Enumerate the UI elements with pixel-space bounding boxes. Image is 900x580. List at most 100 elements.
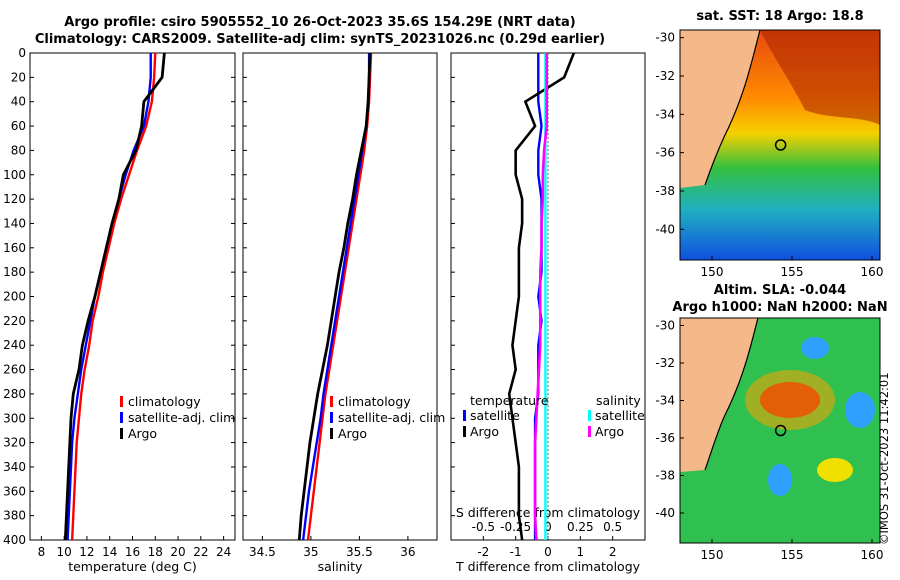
lon-tick-label: 160 bbox=[861, 265, 884, 279]
sla-map-axes: -30 -32 -34 -36 -38 -40 150 155 160 bbox=[655, 319, 883, 563]
lat-tick-label: -36 bbox=[655, 431, 675, 445]
y-tick-label: 180 bbox=[3, 265, 26, 279]
lat-tick-label: -32 bbox=[655, 356, 675, 370]
s-tick-label: 0 bbox=[544, 520, 552, 534]
legend-title-salinity: salinity bbox=[596, 393, 641, 408]
x-tick-label-temperature: 18 bbox=[148, 545, 163, 559]
lat-tick-label: -38 bbox=[655, 469, 675, 483]
legend-swatch-0 bbox=[463, 410, 466, 421]
lon-tick-label: 155 bbox=[781, 548, 804, 562]
lon-tick-label: 155 bbox=[781, 265, 804, 279]
y-tick-label: 100 bbox=[3, 168, 26, 182]
lat-tick-label: -36 bbox=[655, 146, 675, 160]
sst-argo-position-marker bbox=[774, 139, 787, 151]
y-tick-label: 0 bbox=[18, 46, 26, 60]
legend-label-temperature-1: satellite-adj. clim bbox=[128, 410, 235, 425]
y-tick-label: 320 bbox=[3, 436, 26, 450]
temperature-plot: 0 20 40 60 80 100 120 140 160 180 200 220 240 260 280 3… bbox=[3, 46, 236, 574]
lon-tick-label: 150 bbox=[701, 265, 724, 279]
x-tick-label-temperature: 12 bbox=[79, 545, 94, 559]
sla-map-title-line1: Altim. SLA: -0.044 bbox=[713, 283, 847, 298]
y-tick-label: 240 bbox=[3, 338, 26, 352]
x-tick-label-temperature: 8 bbox=[38, 545, 46, 559]
sst-map-title: sat. SST: 18 Argo: 18.8 bbox=[696, 9, 864, 24]
y-tick-label: 360 bbox=[3, 484, 26, 498]
legend-label-temperature-2: Argo bbox=[128, 426, 157, 441]
series-line-climatology bbox=[306, 52, 373, 541]
lat-tick-label: -30 bbox=[655, 31, 675, 45]
difference-plot: -2 -1 0 1 2T difference from climatology -0.5… bbox=[450, 52, 646, 574]
salinity-plot: 34.5 35 35.5 36 salinity climatologysatellite… bbox=[242, 52, 445, 574]
sla-argo-position-marker bbox=[774, 424, 787, 437]
sst-map-frame bbox=[679, 29, 881, 261]
x-tick-label-difference: -2 bbox=[477, 545, 489, 559]
x-tick-label-temperature: 24 bbox=[216, 545, 231, 559]
y-tick-label: 380 bbox=[3, 509, 26, 523]
legend-swatch-temperature-1 bbox=[120, 412, 123, 423]
lat-tick-label: -34 bbox=[655, 394, 675, 408]
x-tick-label-difference: -1 bbox=[510, 545, 522, 559]
x-tick-label-temperature: 20 bbox=[170, 545, 185, 559]
s-tick-label: 0.5 bbox=[603, 520, 622, 534]
series-line-argo bbox=[63, 52, 166, 541]
y-tick-label: 280 bbox=[3, 387, 26, 401]
y-tick-label: 400 bbox=[3, 533, 26, 547]
x-tick-label-temperature: 16 bbox=[125, 545, 140, 559]
lon-tick-label: 160 bbox=[861, 548, 884, 562]
legend-swatch-3 bbox=[588, 426, 591, 437]
x-tick-label-temperature: 14 bbox=[102, 545, 117, 559]
lat-tick-label: -38 bbox=[655, 184, 675, 198]
lat-tick-label: -40 bbox=[655, 506, 675, 520]
figure-title-line2: Climatology: CARS2009. Satellite-adj cli… bbox=[34, 32, 606, 47]
sla-positive-band bbox=[817, 458, 853, 482]
y-tick-label: 80 bbox=[11, 143, 26, 157]
s-tick-label: -0.5 bbox=[472, 520, 495, 534]
y-tick-label: 260 bbox=[3, 363, 26, 377]
legend-swatch-salinity-1 bbox=[330, 412, 333, 423]
lon-tick-label: 150 bbox=[701, 548, 724, 562]
legend-swatch-1 bbox=[463, 426, 466, 437]
legend-label-salinity-2: Argo bbox=[338, 426, 367, 441]
x-tick-label-difference: 2 bbox=[609, 545, 617, 559]
y-tick-label: 40 bbox=[11, 95, 26, 109]
y-tick-label: 300 bbox=[3, 411, 26, 425]
sla-map: -30 -32 -34 -36 -38 -40 150 155 160 bbox=[655, 317, 883, 563]
x-tick-label-salinity: 35.5 bbox=[346, 545, 373, 559]
legend-swatch-temperature-0 bbox=[120, 396, 123, 407]
legend-label-temperature-0: climatology bbox=[128, 394, 201, 409]
sst-land bbox=[680, 30, 760, 188]
x-tick-label-salinity: 35 bbox=[303, 545, 318, 559]
sst-map: -30 -32 -34 -36 -38 -40 150 155 160 bbox=[655, 29, 883, 279]
legend-label-salinity-0: climatology bbox=[338, 394, 411, 409]
y-tick-label: 220 bbox=[3, 314, 26, 328]
sla-coastline bbox=[704, 318, 759, 471]
y-tick-label: 140 bbox=[3, 216, 26, 230]
x-axis-label-difference: T difference from climatology bbox=[455, 559, 641, 574]
y-tick-label: 20 bbox=[11, 70, 26, 84]
sla-land bbox=[680, 318, 758, 472]
lat-tick-label: -40 bbox=[655, 222, 675, 236]
y-tick-label: 60 bbox=[11, 119, 26, 133]
sst-map-axes: -30 -32 -34 -36 -38 -40 150 155 160 bbox=[655, 31, 883, 279]
series-line-t-argo bbox=[507, 52, 576, 541]
s-tick-label: 0.25 bbox=[567, 520, 594, 534]
s-axis-label: S difference from climatology bbox=[456, 505, 641, 520]
x-tick-label-difference: 0 bbox=[544, 545, 552, 559]
sla-low-eddy-2 bbox=[845, 392, 875, 428]
legend-swatch-salinity-2 bbox=[330, 428, 333, 439]
plot-frame-temperature bbox=[29, 52, 236, 541]
legend-swatch-2 bbox=[588, 410, 591, 421]
sla-low-eddy-3 bbox=[768, 464, 792, 496]
y-tick-label: 120 bbox=[3, 192, 26, 206]
x-tick-label-temperature: 10 bbox=[57, 545, 72, 559]
x-axis-label-salinity: salinity bbox=[318, 559, 363, 574]
legend-label-0: satellite bbox=[470, 408, 520, 423]
x-tick-label-salinity: 34.5 bbox=[249, 545, 276, 559]
y-tick-label: 340 bbox=[3, 460, 26, 474]
legend-label-2: satellite bbox=[595, 408, 645, 423]
sla-high-halo bbox=[745, 370, 835, 430]
lat-tick-label: -32 bbox=[655, 69, 675, 83]
lat-tick-label: -34 bbox=[655, 107, 675, 121]
legend-label-salinity-1: satellite-adj. clim bbox=[338, 410, 445, 425]
sst-coastline bbox=[704, 30, 761, 186]
